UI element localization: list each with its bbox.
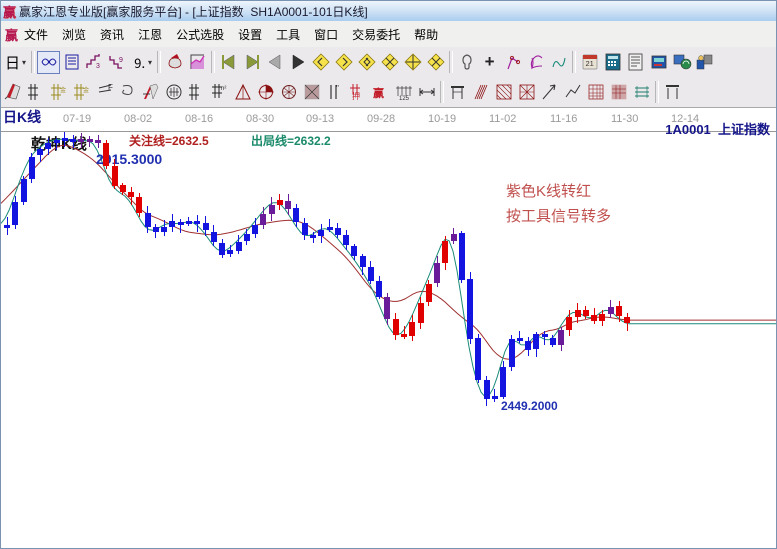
svg-text:押: 押 [352, 91, 360, 101]
svg-text:125: 125 [399, 96, 410, 102]
svg-text:F: F [108, 83, 113, 92]
svg-text:9: 9 [119, 57, 123, 64]
svg-text:21: 21 [585, 59, 593, 68]
svg-text:赢: 赢 [373, 86, 384, 100]
svg-text:n²: n² [221, 86, 226, 92]
svg-text:金: 金 [83, 86, 89, 94]
svg-text:": " [336, 84, 339, 93]
svg-text:3: 3 [96, 63, 100, 70]
svg-text:金: 金 [60, 86, 66, 94]
